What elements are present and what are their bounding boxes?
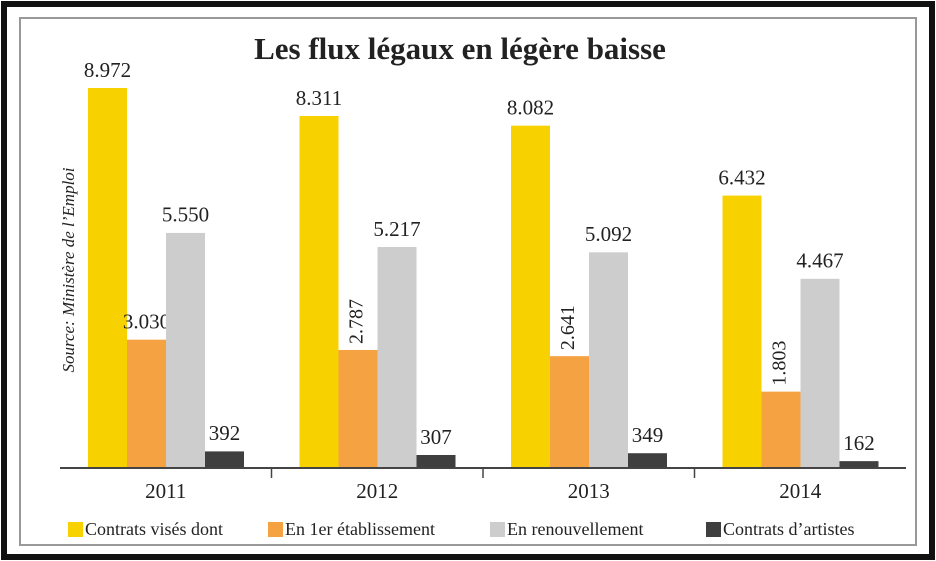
bar <box>761 391 801 468</box>
bar <box>416 454 456 468</box>
bar <box>589 252 628 468</box>
bar <box>800 278 840 468</box>
value-label: 5.217 <box>373 217 420 241</box>
value-label: 349 <box>632 423 664 447</box>
bar <box>839 461 879 468</box>
bar <box>166 232 205 468</box>
bar <box>127 339 166 468</box>
bar <box>628 453 667 468</box>
value-label: 4.467 <box>796 249 843 273</box>
value-label: 8.972 <box>84 58 131 82</box>
x-tick-label: 2011 <box>145 479 186 503</box>
bar <box>511 125 550 468</box>
value-label: 392 <box>209 421 241 445</box>
value-label: 3.030 <box>123 309 170 333</box>
bar <box>338 349 378 468</box>
value-label: 2.641 <box>557 305 579 350</box>
legend-label: Contrats d’artistes <box>723 519 854 539</box>
x-tick-label: 2014 <box>779 479 822 503</box>
legend-swatch <box>68 522 83 537</box>
bar <box>299 115 339 469</box>
value-label: 1.803 <box>769 341 791 386</box>
value-label: 2.787 <box>346 299 368 344</box>
bar <box>550 356 589 468</box>
bar <box>377 247 417 468</box>
legend-swatch <box>268 522 283 537</box>
inner-frame <box>19 17 917 546</box>
x-tick-label: 2013 <box>568 479 610 503</box>
x-tick-label: 2012 <box>356 479 398 503</box>
legend-label: Contrats visés dont <box>85 519 223 539</box>
value-label: 6.432 <box>718 165 765 189</box>
value-label: 8.082 <box>507 96 554 120</box>
bar <box>722 195 762 468</box>
value-label: 8.311 <box>296 86 342 110</box>
bar <box>88 88 127 468</box>
value-label: 307 <box>420 425 452 449</box>
legend-swatch <box>490 522 505 537</box>
bar <box>205 451 244 468</box>
legend-label: En 1er établissement <box>285 519 435 539</box>
legend-label: En renouvellement <box>507 519 643 539</box>
value-label: 5.550 <box>162 203 209 227</box>
chart-title: Les flux légaux en légère baisse <box>254 31 666 66</box>
source-note: Source: Ministère de l’Emploi <box>59 167 78 372</box>
legend-swatch <box>706 522 721 537</box>
value-label: 5.092 <box>585 222 632 246</box>
value-label: 162 <box>843 431 875 455</box>
